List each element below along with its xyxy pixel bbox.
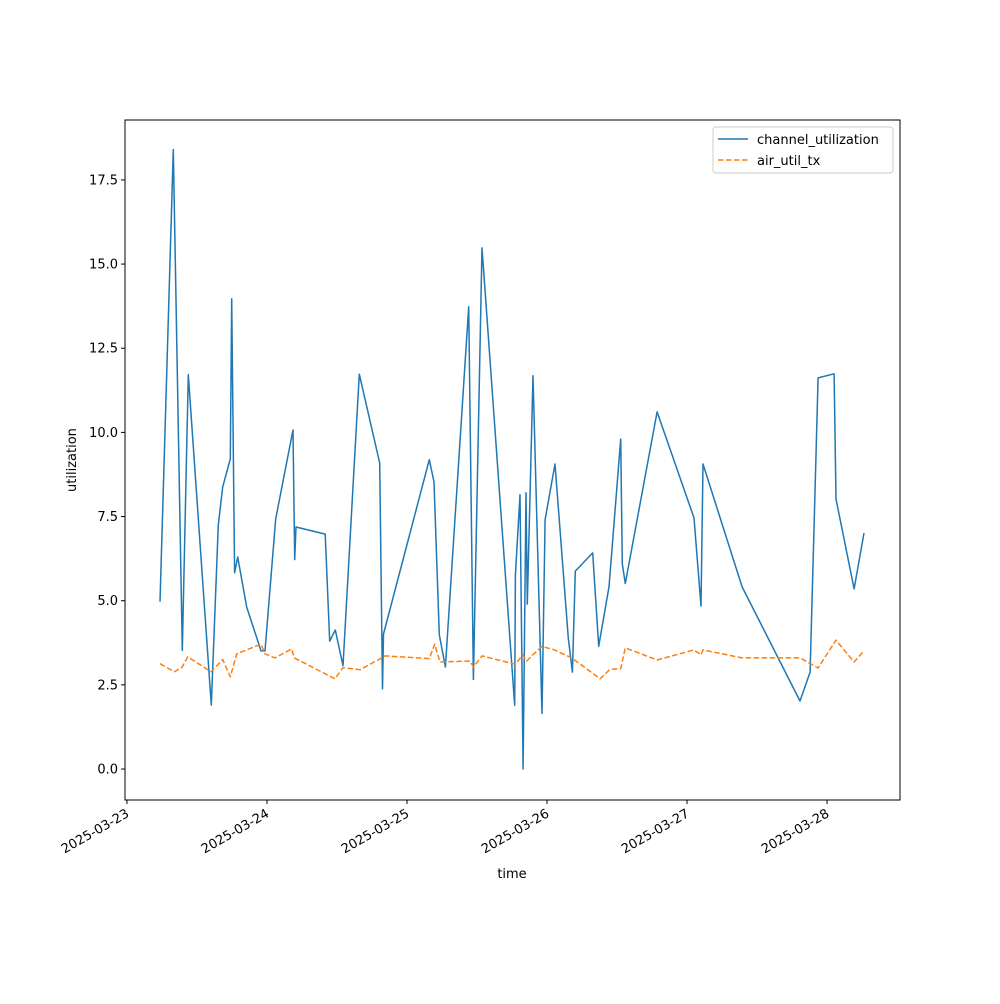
legend-frame bbox=[712, 126, 894, 174]
x-axis-label: time bbox=[497, 867, 526, 882]
y-tick-label: 12.5 bbox=[89, 342, 118, 357]
legend-label-channel-utilization: channel_utilization bbox=[757, 133, 879, 148]
y-tick-label: 2.5 bbox=[97, 678, 118, 693]
y-axis: 0.0 2.5 5.0 7.5 10.0 12.5 15.0 17.5 bbox=[89, 173, 125, 778]
y-tick-label: 17.5 bbox=[89, 173, 118, 188]
y-tick-label: 0.0 bbox=[97, 763, 118, 778]
legend: channel_utilization air_util_tx bbox=[712, 126, 894, 174]
y-tick-label: 7.5 bbox=[97, 510, 118, 525]
y-tick-label: 15.0 bbox=[89, 258, 118, 273]
y-axis-label: utilization bbox=[65, 428, 80, 492]
y-tick-label: 10.0 bbox=[89, 426, 118, 441]
series-line-channel-utilization bbox=[159, 148, 865, 770]
series-layer bbox=[159, 148, 865, 770]
legend-label-air-util-tx: air_util_tx bbox=[757, 154, 821, 169]
y-tick-label: 5.0 bbox=[97, 594, 118, 609]
series-line-air-util-tx bbox=[159, 639, 865, 680]
plot-area-frame bbox=[124, 119, 901, 801]
